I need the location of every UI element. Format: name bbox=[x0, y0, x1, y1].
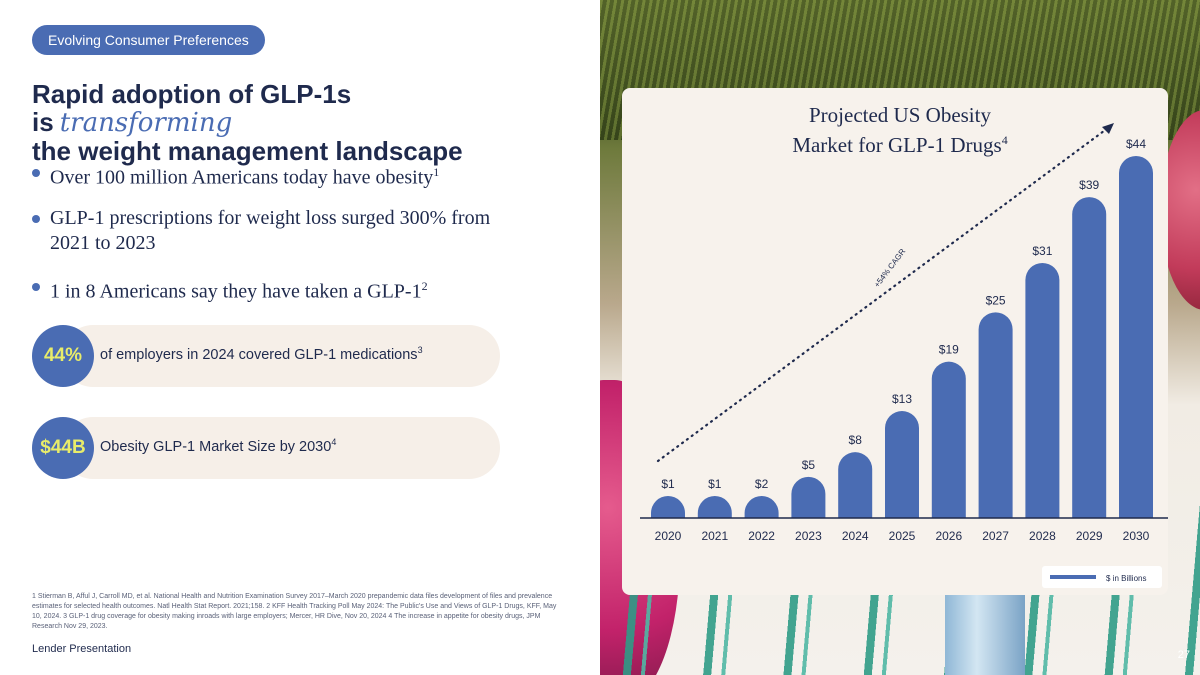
x-tick-label: 2026 bbox=[935, 529, 962, 543]
data-label: $13 bbox=[892, 392, 912, 406]
data-label: $39 bbox=[1079, 178, 1099, 192]
data-label: $25 bbox=[986, 293, 1006, 307]
legend bbox=[1042, 566, 1162, 588]
stat-market-size: $44B Obesity GLP-1 Market Size by 20304 bbox=[32, 417, 500, 479]
stat-text: of employers in 2024 covered GLP-1 medic… bbox=[100, 345, 423, 363]
x-tick-label: 2025 bbox=[889, 529, 916, 543]
data-label: $1 bbox=[708, 477, 722, 491]
x-tick-label: 2021 bbox=[701, 529, 728, 543]
bar-2021 bbox=[697, 496, 732, 518]
footnote: 1 Stierman B, Afful J, Carroll MD, et al… bbox=[32, 593, 557, 630]
title-accent: transforming bbox=[59, 108, 233, 138]
bar-2028 bbox=[1025, 262, 1060, 518]
bullet-sup: 1 bbox=[433, 165, 440, 179]
stat-value: $44B bbox=[32, 417, 94, 479]
title-part1: Rapid adoption of GLP-1s is bbox=[32, 79, 352, 137]
footer-label: Lender Presentation bbox=[32, 643, 132, 655]
left-panel: Evolving Consumer Preferences Rapid adop… bbox=[32, 25, 557, 655]
bullet-dot-icon bbox=[32, 283, 40, 291]
data-label: $1 bbox=[661, 477, 675, 491]
stat-value: 44% bbox=[32, 325, 94, 387]
x-tick-label: 2028 bbox=[1029, 529, 1056, 543]
bar-2020 bbox=[651, 496, 685, 518]
x-tick-label: 2023 bbox=[795, 529, 822, 543]
bar-2030 bbox=[1119, 156, 1153, 518]
bar-2024 bbox=[838, 452, 873, 518]
bullet-text: GLP-1 prescriptions for weight loss surg… bbox=[50, 207, 491, 254]
page-title: Rapid adoption of GLP-1s is transforming … bbox=[32, 80, 552, 165]
bar-2026 bbox=[931, 361, 966, 518]
bar-2022 bbox=[744, 496, 779, 518]
x-tick-label: 2030 bbox=[1123, 529, 1150, 543]
trend-arrow-icon bbox=[1102, 123, 1114, 134]
x-tick-label: 2029 bbox=[1076, 529, 1103, 543]
legend-label: $ in Billions bbox=[1106, 574, 1146, 583]
bullet-item: GLP-1 prescriptions for weight loss surg… bbox=[32, 206, 492, 256]
bar-2027 bbox=[978, 312, 1013, 518]
bar-2025 bbox=[885, 411, 919, 518]
section-tag: Evolving Consumer Preferences bbox=[32, 25, 265, 55]
bullet-item: Over 100 million Americans today have ob… bbox=[32, 160, 552, 191]
stat-employers: 44% of employers in 2024 covered GLP-1 m… bbox=[32, 325, 500, 387]
bar-chart: +54% CAGR $1 2020 $1 2021 $2 2022 $5 2023 $8 2024 $… bbox=[640, 123, 1168, 588]
data-label: $2 bbox=[755, 477, 769, 491]
bullet-text: Over 100 million Americans today have ob… bbox=[50, 166, 434, 189]
x-tick-label: 2022 bbox=[748, 529, 775, 543]
bullet-dot-icon bbox=[32, 169, 40, 177]
page-number: 27 bbox=[1177, 649, 1190, 661]
bar-2023 bbox=[791, 476, 826, 518]
data-label: $5 bbox=[802, 458, 816, 472]
data-label: $31 bbox=[1032, 244, 1052, 258]
x-tick-label: 2020 bbox=[655, 529, 682, 543]
trend-label: +54% CAGR bbox=[872, 247, 907, 289]
title-part2: the weight management landscape bbox=[32, 136, 463, 166]
data-label: $19 bbox=[939, 343, 959, 357]
bullet-item: 1 in 8 Americans say they have taken a G… bbox=[32, 274, 552, 305]
chart-title: Projected US Obesity Market for GLP-1 Dr… bbox=[600, 103, 1200, 158]
bullet-text: 1 in 8 Americans say they have taken a G… bbox=[50, 280, 422, 303]
chart-title-line1: Projected US Obesity bbox=[809, 103, 991, 127]
bullet-sup: 2 bbox=[421, 279, 428, 293]
chart-title-line2: Market for GLP-1 Drugs4 bbox=[792, 133, 1008, 157]
bar-2029 bbox=[1072, 197, 1107, 518]
stat-bar bbox=[62, 325, 500, 387]
stat-text: Obesity GLP-1 Market Size by 20304 bbox=[100, 437, 337, 455]
x-tick-label: 2027 bbox=[982, 529, 1009, 543]
bullet-dot-icon bbox=[32, 215, 40, 223]
data-label: $8 bbox=[849, 433, 863, 447]
data-label: $44 bbox=[1126, 137, 1146, 151]
x-tick-label: 2024 bbox=[842, 529, 869, 543]
stat-bar bbox=[62, 417, 500, 479]
